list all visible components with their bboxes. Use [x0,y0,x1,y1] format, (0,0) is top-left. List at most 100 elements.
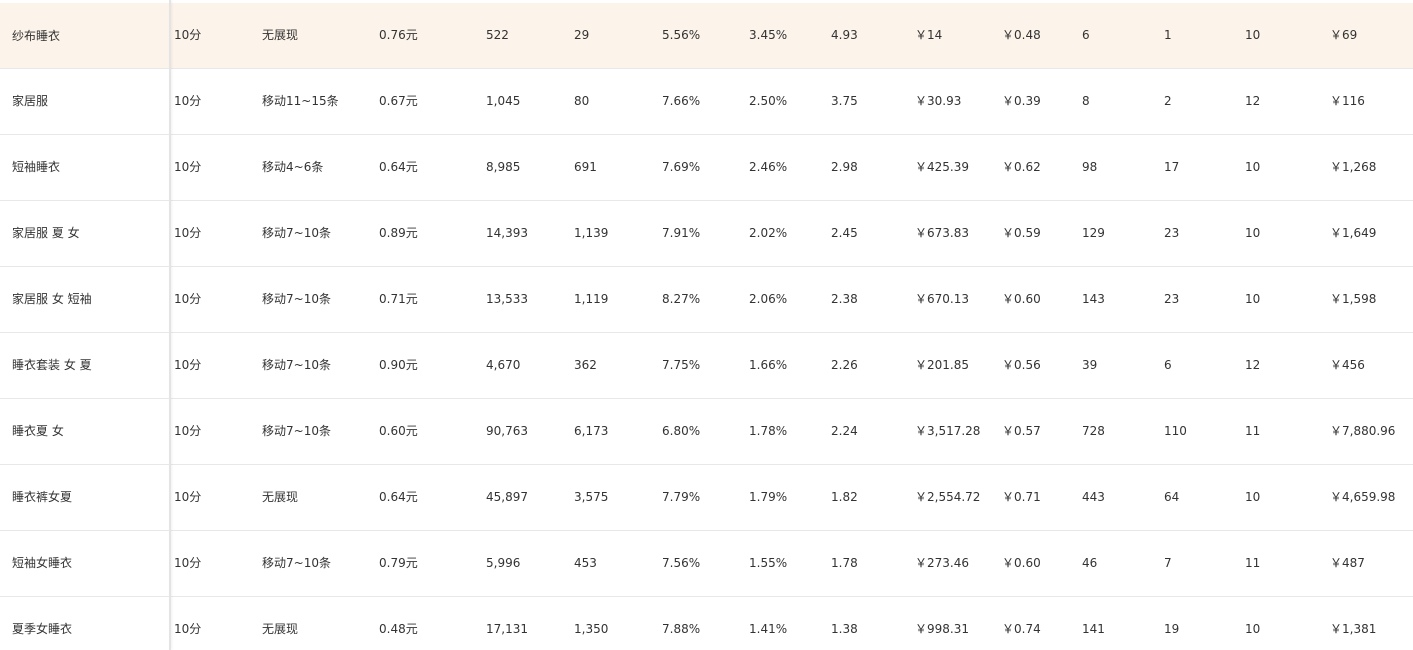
table-cell: 7.75% [662,358,701,372]
table-cell: 10分 [174,358,202,372]
table-cell: 10分 [174,424,202,438]
table-cell: 10分 [174,226,202,240]
table-row: 夏季女睡衣 10分 无展现 0.48元 17,131 1,350 7.88% 1.41% 1.3… [0,597,1413,650]
table-cell: ￥425.39 [915,160,969,174]
table-cell: 12 [1245,94,1261,108]
table-cell: ￥0.39 [1002,94,1041,108]
table-cell: ￥30.93 [915,94,962,108]
table-cell: 14,393 [486,226,528,240]
table-cell: 143 [1082,292,1105,306]
table-cell: 10 [1245,490,1261,504]
table-cell: 1,139 [574,226,609,240]
table-cell: 10 [1245,622,1261,636]
table-cell: 45,897 [486,490,528,504]
table-cell: 3.45% [749,28,788,42]
table-cell: 1.55% [749,556,788,570]
table-cell: ￥670.13 [915,292,969,306]
table-row: 纱布睡衣 10分 无展现 0.76元 522 29 5.56% 3.45% 4.93 ￥14 ￥0.… [0,3,1413,69]
table-cell: ￥201.85 [915,358,969,372]
table-cell: 移动7~10条 [262,556,331,570]
table-cell: 1.66% [749,358,788,372]
table-cell: ￥0.48 [1002,28,1041,42]
table-cell: 7.66% [662,94,701,108]
table-cell: 7.56% [662,556,701,570]
table-cell: 1.38 [831,622,858,636]
table-cell: ￥273.46 [915,556,969,570]
table-cell: 64 [1164,490,1180,504]
table-cell: 1.41% [749,622,788,636]
table-cell: 0.60元 [379,424,418,438]
table-cell: 23 [1164,292,1180,306]
table-row: 短袖女睡衣 10分 移动7~10条 0.79元 5,996 453 7.56% 1.55% 1.… [0,531,1413,597]
table-cell: 6 [1164,358,1172,372]
table-cell: 7 [1164,556,1172,570]
table-cell: 0.90元 [379,358,418,372]
table-cell: 4,670 [486,358,521,372]
keyword-cell: 短袖睡衣 [12,160,61,174]
table-cell: 19 [1164,622,1180,636]
keyword-cell: 睡衣裤女夏 [12,490,73,504]
table-cell: 98 [1082,160,1098,174]
table-cell: 移动7~10条 [262,292,331,306]
table-cell: 1.82 [831,490,858,504]
table-cell: ￥0.71 [1002,490,1041,504]
table-cell: 10分 [174,292,202,306]
keyword-cell: 夏季女睡衣 [12,622,73,636]
table-row: 短袖睡衣 10分 移动4~6条 0.64元 8,985 691 7.69% 2.46% 2.98… [0,135,1413,201]
table-cell: ￥456 [1330,358,1365,372]
table-cell: 728 [1082,424,1105,438]
table-cell: ￥0.62 [1002,160,1041,174]
table-cell: 移动4~6条 [262,160,324,174]
table-row: 睡衣夏 女 10分 移动7~10条 0.60元 90,763 6,173 6.80% 1.78… [0,399,1413,465]
table-cell: 129 [1082,226,1105,240]
table-cell: ￥673.83 [915,226,969,240]
table-cell: 10分 [174,160,202,174]
keyword-cell: 纱布睡衣 [12,29,61,43]
table-cell: 无展现 [262,28,299,42]
table-cell: 0.67元 [379,94,418,108]
table-cell: 1 [1164,28,1172,42]
table-cell: 1,045 [486,94,521,108]
table-cell: 29 [574,28,590,42]
table-cell: ￥69 [1330,28,1358,42]
table-cell: ￥487 [1330,556,1365,570]
table-cell: 2 [1164,94,1172,108]
table-cell: 0.71元 [379,292,418,306]
table-cell: 3.75 [831,94,858,108]
table-cell: 453 [574,556,597,570]
table-cell: 11 [1245,424,1261,438]
keyword-cell: 睡衣夏 女 [12,424,64,438]
table-cell: 691 [574,160,597,174]
table-cell: 0.64元 [379,160,418,174]
table-cell: 46 [1082,556,1098,570]
table-cell: 522 [486,28,509,42]
table-cell: 移动11~15条 [262,94,339,108]
table-row: 家居服 女 短袖 10分 移动7~10条 0.71元 13,533 1,119 8.27% 2… [0,267,1413,333]
table-cell: 2.02% [749,226,788,240]
table-cell: 6,173 [574,424,609,438]
table-cell: 6.80% [662,424,701,438]
table-cell: 10分 [174,490,202,504]
table-cell: ￥0.59 [1002,226,1041,240]
table-cell: 39 [1082,358,1098,372]
table-cell: 1,350 [574,622,609,636]
table-cell: ￥2,554.72 [915,490,981,504]
keyword-cell: 家居服 夏 女 [12,226,80,240]
table-cell: 2.45 [831,226,858,240]
table-cell: 0.76元 [379,28,418,42]
table-cell: 无展现 [262,622,299,636]
table-cell: 17,131 [486,622,528,636]
table-cell: ￥1,381 [1330,622,1377,636]
table-row: 家居服 夏 女 10分 移动7~10条 0.89元 14,393 1,139 7.91% 2.… [0,201,1413,267]
table-cell: ￥1,649 [1330,226,1377,240]
table-cell: ￥7,880.96 [1330,424,1396,438]
table-cell: 1.78% [749,424,788,438]
keyword-cell: 睡衣套装 女 夏 [12,358,92,372]
table-cell: 10 [1245,160,1261,174]
table-row: 睡衣裤女夏 10分 无展现 0.64元 45,897 3,575 7.79% 1.79% 1.8… [0,465,1413,531]
keyword-cell: 家居服 女 短袖 [12,292,92,306]
table-cell: 2.46% [749,160,788,174]
table-cell: 0.89元 [379,226,418,240]
table-cell: 80 [574,94,590,108]
